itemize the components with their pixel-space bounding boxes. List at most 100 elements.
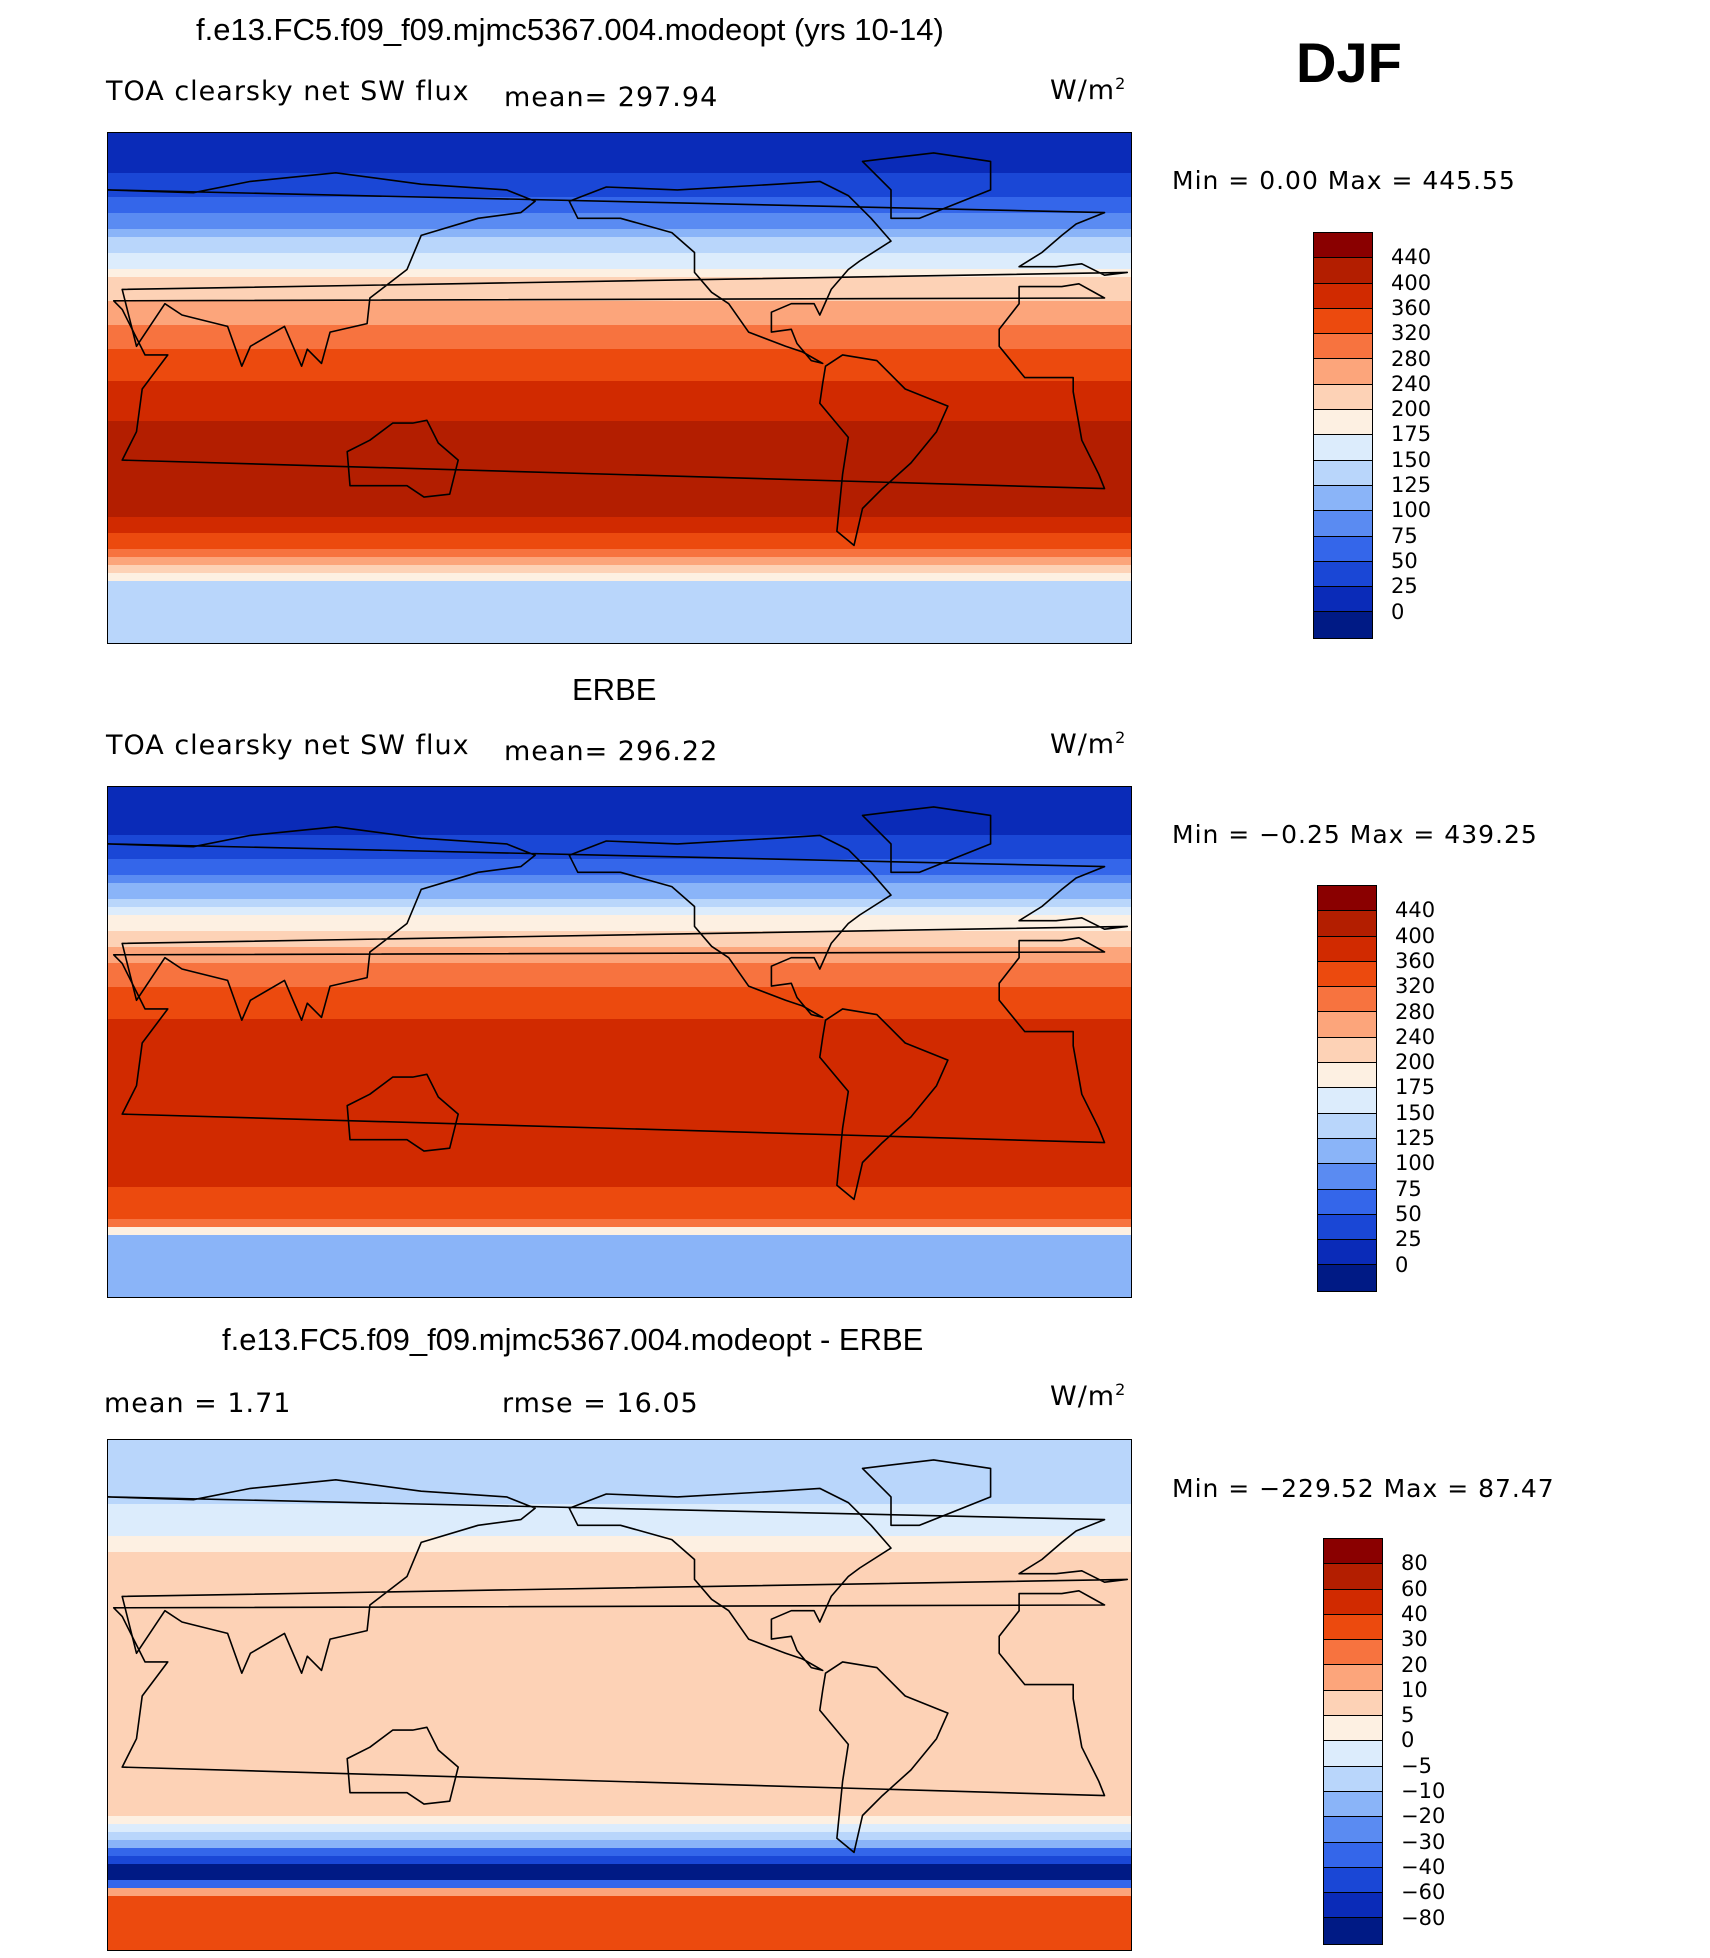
- colorbar-tick-label: 75: [1391, 523, 1418, 548]
- colorbar-swatch: [1314, 561, 1372, 588]
- colorbar-swatch: [1314, 334, 1372, 360]
- colorbar-swatch: [1314, 485, 1372, 512]
- field-band: [108, 883, 1131, 892]
- field-band: [108, 637, 1131, 643]
- field-band: [108, 1944, 1131, 1950]
- units-exponent: 2: [1115, 728, 1127, 747]
- field-band: [108, 381, 1131, 390]
- field-band: [108, 819, 1131, 828]
- minmax-label-diff: Min = −229.52 Max = 87.47: [1172, 1474, 1555, 1503]
- field-band: [108, 1456, 1131, 1465]
- field-band: [108, 1672, 1131, 1681]
- field-band: [108, 1728, 1131, 1737]
- field-band: [108, 421, 1131, 430]
- field-band: [108, 349, 1131, 358]
- field-band: [108, 1227, 1131, 1236]
- colorbar-tick-label: 0: [1395, 1252, 1409, 1277]
- field-band: [108, 261, 1131, 270]
- field-band: [108, 1083, 1131, 1092]
- field-band: [108, 613, 1131, 622]
- colorbar-swatch: [1324, 1716, 1382, 1742]
- field-band: [108, 317, 1131, 326]
- coastline: [568, 834, 892, 1019]
- colorbar-tick-label: 280: [1391, 346, 1432, 371]
- colorbar-swatch: [1318, 961, 1376, 988]
- field-band: [108, 1147, 1131, 1156]
- colorbar-swatch: [1324, 1690, 1382, 1717]
- field-band: [108, 827, 1131, 836]
- field-band: [108, 1704, 1131, 1713]
- field-band: [108, 1880, 1131, 1889]
- field-band: [108, 1864, 1131, 1873]
- field-band: [108, 1776, 1131, 1785]
- field-band: [108, 1784, 1131, 1793]
- colorbar-swatch: [1318, 1164, 1376, 1190]
- colorbar-swatch: [1324, 1766, 1382, 1792]
- panel-title-obs: ERBE: [572, 672, 657, 707]
- colorbar-tick-label: 25: [1395, 1227, 1422, 1252]
- field-band: [108, 501, 1131, 510]
- field-band: [108, 453, 1131, 462]
- colorbar-swatch: [1324, 1640, 1382, 1666]
- colorbar-swatch: [1324, 1817, 1382, 1843]
- field-band: [108, 133, 1131, 142]
- colorbar-tick-label: 280: [1395, 999, 1436, 1024]
- colorbar-tick-label: 200: [1395, 1050, 1436, 1075]
- field-band: [108, 269, 1131, 278]
- coastline: [568, 1487, 892, 1672]
- field-band: [108, 1928, 1131, 1937]
- field-band: [108, 1512, 1131, 1521]
- colorbar-tick-label: 240: [1395, 1024, 1436, 1049]
- field-band: [108, 141, 1131, 150]
- colorbar-swatch: [1324, 1539, 1382, 1565]
- colorbar-tick-label: 440: [1391, 245, 1432, 270]
- field-band: [108, 181, 1131, 190]
- field-band: [108, 1800, 1131, 1809]
- coastline: [861, 806, 992, 874]
- units-label-obs: W/m2: [1050, 728, 1126, 760]
- minmax-label-model: Min = 0.00 Max = 445.55: [1172, 166, 1516, 195]
- units-text: W/m: [1050, 1381, 1116, 1412]
- colorbar-tick-label: 150: [1391, 447, 1432, 472]
- field-band: [108, 301, 1131, 310]
- colorbar-swatch: [1324, 1791, 1382, 1818]
- map-model: [107, 132, 1132, 644]
- field-band: [108, 157, 1131, 166]
- colorbar-tick-label: 20: [1401, 1652, 1428, 1677]
- field-band: [108, 1275, 1131, 1284]
- colorbar-tick-label: 50: [1391, 548, 1418, 573]
- map-diff: [107, 1439, 1132, 1951]
- field-band: [108, 1163, 1131, 1172]
- colorbar-tick-label: −5: [1401, 1753, 1432, 1778]
- field-band: [108, 1896, 1131, 1905]
- field-band: [108, 221, 1131, 230]
- colorbar-swatch: [1318, 886, 1376, 912]
- field-band: [108, 357, 1131, 366]
- field-band: [108, 333, 1131, 342]
- field-band: [108, 309, 1131, 318]
- units-exponent: 2: [1115, 74, 1127, 93]
- variable-label-obs: TOA clearsky net SW flux: [106, 730, 470, 761]
- field-band: [108, 1816, 1131, 1825]
- field-band: [108, 1792, 1131, 1801]
- units-text: W/m: [1050, 729, 1116, 760]
- colorbar-tick-label: 50: [1395, 1201, 1422, 1226]
- field-band: [108, 437, 1131, 446]
- field-band: [108, 1824, 1131, 1833]
- field-band: [108, 245, 1131, 254]
- colorbar-tick-label: 175: [1395, 1075, 1436, 1100]
- field-band: [108, 1624, 1131, 1633]
- colorbar-swatch: [1324, 1867, 1382, 1894]
- colorbar-swatch: [1318, 1189, 1376, 1215]
- field-band: [108, 1568, 1131, 1577]
- field-band: [108, 1680, 1131, 1689]
- field-band: [108, 325, 1131, 334]
- field-band: [108, 397, 1131, 406]
- field-band: [108, 1019, 1131, 1028]
- coastline: [346, 1073, 459, 1152]
- field-band: [108, 1107, 1131, 1116]
- field-band: [108, 803, 1131, 812]
- colorbar-tick-label: −40: [1401, 1854, 1446, 1879]
- colorbar-swatch: [1314, 359, 1372, 385]
- field-band: [108, 1075, 1131, 1084]
